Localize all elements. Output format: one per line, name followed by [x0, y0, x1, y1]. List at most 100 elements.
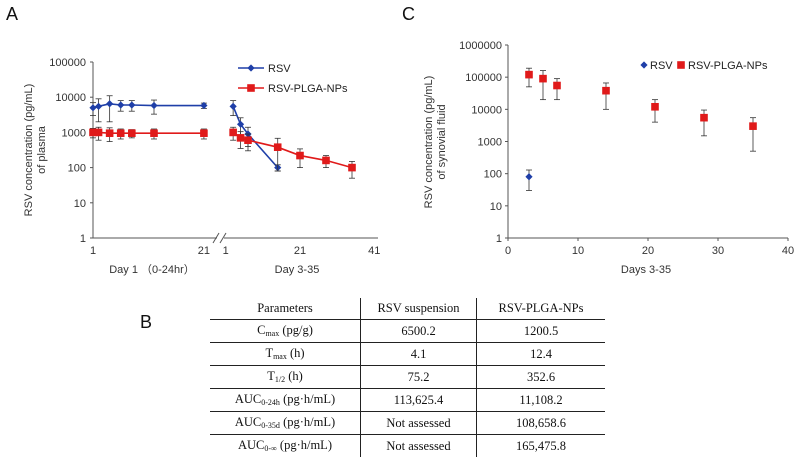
y-tick-label-a: 1 — [80, 233, 86, 245]
y-axis-title-a-line1: RSV concentration (pg/mL) — [23, 84, 35, 217]
header-parameters: Parameters — [210, 298, 361, 320]
y-tick-label-c: 1 — [496, 233, 502, 245]
rsv-suspension-value: 6500.2 — [361, 320, 477, 343]
data-point-RSV — [106, 100, 113, 107]
parameter-symbol: AUC — [238, 438, 264, 452]
y-axis-title-c: RSV concentration (pg/mL)of synovial flu… — [423, 76, 448, 209]
y-axis-title-a-line2: of plasma — [36, 125, 48, 174]
data-point-RSV — [230, 103, 237, 110]
parameter-cell: AUC0-35d (pg·h/mL) — [210, 412, 361, 435]
x-axis-title-c: Days 3-35 — [621, 264, 671, 276]
rsv-plga-nps-value: 352.6 — [477, 366, 606, 389]
panel-c-label: C — [402, 4, 415, 24]
y-tick-label-c: 1000000 — [459, 40, 502, 52]
parameter-unit: (pg/g) — [279, 323, 313, 337]
rsv-suspension-value: Not assessed — [361, 435, 477, 457]
header-rsv-plga-nps: RSV-PLGA-NPs — [477, 298, 606, 320]
parameter-symbol: T — [267, 369, 275, 383]
y-tick-label-a: 10 — [74, 198, 86, 210]
data-point-RSV-PLGA-NPs — [651, 103, 659, 111]
table-header-row: Parameters RSV suspension RSV-PLGA-NPs — [210, 298, 605, 320]
x-tick-label-c: 0 — [505, 245, 511, 257]
panel-a-label: A — [6, 4, 18, 24]
y-axis-title-c-line2: of synovial fluid — [436, 104, 448, 179]
parameter-subscript: max — [273, 352, 287, 361]
parameter-unit: (pg·h/mL) — [280, 392, 335, 406]
data-point-RSV — [150, 102, 157, 109]
x-tick-label-a: 1 — [90, 245, 96, 257]
parameter-unit: (h) — [287, 346, 305, 360]
data-point-RSV-PLGA-NPs — [244, 136, 252, 144]
header-rsv-suspension: RSV suspension — [361, 298, 477, 320]
parameter-cell: T1/2 (h) — [210, 366, 361, 389]
data-point-RSV-PLGA-NPs — [229, 129, 237, 137]
x-tick-label-c: 30 — [712, 245, 724, 257]
y-tick-label-a: 10000 — [55, 92, 86, 104]
data-point-RSV-PLGA-NPs — [525, 71, 533, 79]
data-point-RSV-PLGA-NPs — [150, 129, 158, 137]
panel-b-label: B — [140, 312, 152, 333]
data-point-RSV-PLGA-NPs — [539, 75, 547, 83]
x-tick-label-c: 40 — [782, 245, 794, 257]
pk-parameters-table: Parameters RSV suspension RSV-PLGA-NPs C… — [210, 298, 605, 457]
x-label-days: Day 3-35 — [275, 264, 320, 276]
data-point-RSV-PLGA-NPs — [322, 157, 330, 165]
y-tick-label-a: 100 — [68, 163, 86, 175]
legend-label-RSV-PLGA-NPs-c: RSV-PLGA-NPs — [688, 60, 768, 72]
data-point-RSV-PLGA-NPs — [106, 129, 114, 137]
data-point-RSV-PLGA-NPs — [95, 129, 103, 137]
data-point-RSV-PLGA-NPs — [200, 129, 208, 137]
data-point-RSV — [89, 104, 96, 111]
parameter-unit: (h) — [285, 369, 303, 383]
rsv-plga-nps-value: 1200.5 — [477, 320, 606, 343]
y-tick-label-c: 10000 — [471, 104, 502, 116]
y-tick-label-a: 1000 — [62, 127, 86, 139]
data-point-RSV-PLGA-NPs — [553, 82, 561, 90]
rsv-plga-nps-value: 165,475.8 — [477, 435, 606, 457]
y-tick-label-a: 100000 — [49, 57, 86, 69]
parameter-subscript: 0-35d — [261, 421, 280, 430]
x-tick-label-a: 21 — [294, 245, 306, 257]
data-point-RSV — [128, 101, 135, 108]
data-point-RSV-PLGA-NPs — [602, 87, 610, 95]
y-axis-title-a: RSV concentration (pg/mL)of plasma — [23, 84, 48, 217]
legend-marker-RSV-PLGA-NPs — [247, 84, 255, 92]
parameter-symbol: AUC — [235, 415, 261, 429]
parameter-symbol: AUC — [235, 392, 261, 406]
rsv-suspension-value: 75.2 — [361, 366, 477, 389]
legend-marker-RSV-c — [640, 61, 647, 68]
data-point-RSV — [95, 103, 102, 110]
y-tick-label-c: 100000 — [465, 72, 502, 84]
legend-marker-RSV-PLGA-NPs-c — [677, 61, 685, 69]
data-point-RSV-PLGA-NPs — [348, 164, 356, 172]
y-tick-label-c: 100 — [484, 169, 502, 181]
legend-label-RSV-PLGA-NPs: RSV-PLGA-NPs — [268, 83, 348, 95]
parameter-cell: AUC0-24h (pg·h/mL) — [210, 389, 361, 412]
parameter-cell: Cmax (pg/g) — [210, 320, 361, 343]
data-point-RSV-PLGA-NPs — [749, 122, 757, 130]
parameter-symbol: T — [265, 346, 273, 360]
parameter-subscript: max — [265, 329, 279, 338]
data-point-RSV-PLGA-NPs — [700, 114, 708, 122]
data-point-RSV-PLGA-NPs — [128, 129, 136, 137]
data-point-RSV-PLGA-NPs — [296, 152, 304, 160]
x-tick-label-a: 21 — [198, 245, 210, 257]
x-tick-label-a: 41 — [368, 245, 380, 257]
y-axis-title-c-line1: RSV concentration (pg/mL) — [423, 76, 435, 209]
rsv-plga-nps-value: 11,108.2 — [477, 389, 606, 412]
rsv-suspension-value: Not assessed — [361, 412, 477, 435]
data-point-RSV-PLGA-NPs — [117, 129, 125, 137]
data-point-RSV — [525, 173, 532, 180]
parameter-unit: (pg·h/mL) — [277, 438, 332, 452]
rsv-suspension-value: 4.1 — [361, 343, 477, 366]
data-point-RSV — [117, 101, 124, 108]
legend-label-RSV-c: RSV — [650, 60, 673, 72]
x-label-day1: Day 1 （0-24hr） — [109, 263, 195, 276]
